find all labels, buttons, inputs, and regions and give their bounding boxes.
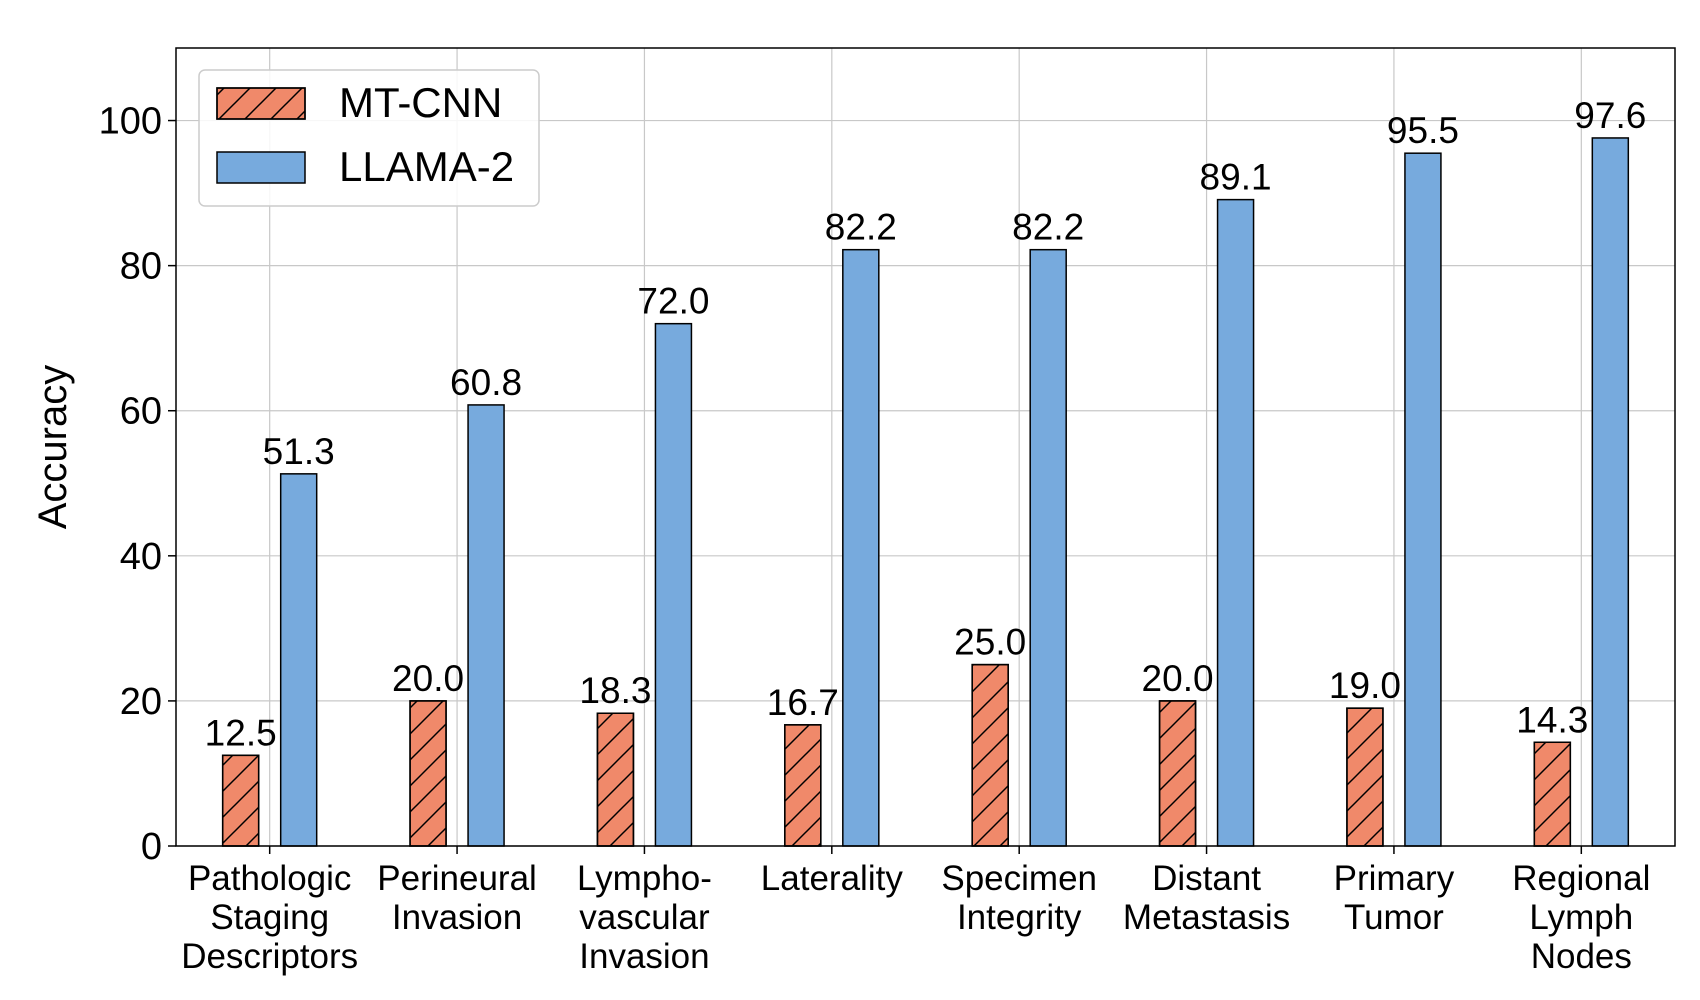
x-tick-label: Primary bbox=[1334, 859, 1455, 898]
x-tick-label: Regional bbox=[1512, 859, 1650, 898]
data-label-llama-2-1: 60.8 bbox=[450, 362, 522, 403]
data-labels: 12.5 51.3 20.0 60.8 18.3 72.0 16.7 82.2 25.0 82.2… bbox=[205, 95, 1647, 753]
x-tick-label: Invasion bbox=[392, 898, 522, 937]
bar-hatch-7 bbox=[1533, 741, 1572, 847]
bar-hatch-3 bbox=[784, 724, 822, 847]
data-label-mt-cnn-7: 14.3 bbox=[1516, 699, 1588, 740]
data-label-llama-2-6: 95.5 bbox=[1387, 110, 1459, 151]
y-tick-label: 100 bbox=[99, 101, 162, 143]
x-tick-label: Invasion bbox=[579, 937, 709, 976]
x-tick-label: Descriptors bbox=[181, 937, 358, 976]
data-label-mt-cnn-1: 20.0 bbox=[392, 658, 464, 699]
data-label-llama-2-3: 82.2 bbox=[825, 207, 897, 248]
bar-hatch-5 bbox=[1158, 700, 1197, 847]
data-label-llama-2-7: 97.6 bbox=[1574, 95, 1646, 136]
plot-area bbox=[175, 47, 1676, 847]
x-tick-label: Pathologic bbox=[188, 859, 351, 898]
data-label-mt-cnn-5: 20.0 bbox=[1142, 658, 1214, 699]
x-tick-label: Laterality bbox=[761, 859, 904, 898]
y-tick-label: 60 bbox=[120, 391, 162, 433]
bar-llama-2-5 bbox=[1216, 198, 1255, 847]
data-label-llama-2-2: 72.0 bbox=[637, 281, 709, 322]
bar-hatch-6 bbox=[1346, 707, 1384, 847]
data-label-mt-cnn-4: 25.0 bbox=[954, 622, 1026, 663]
y-axis-label: Accuracy bbox=[31, 365, 75, 530]
y-tick-label: 20 bbox=[120, 681, 162, 723]
data-label-llama-2-0: 51.3 bbox=[263, 431, 335, 472]
y-axis: 0 20 40 60 80 100 bbox=[99, 101, 176, 868]
x-axis: PathologicStagingDescriptorsPerineuralIn… bbox=[181, 846, 1650, 976]
x-tick-label: Distant bbox=[1152, 859, 1261, 898]
x-tick-label: vascular bbox=[579, 898, 710, 937]
data-label-mt-cnn-2: 18.3 bbox=[579, 670, 651, 711]
y-tick-label: 80 bbox=[120, 246, 162, 288]
bar-llama-2-6 bbox=[1404, 152, 1442, 847]
legend-swatch-hatch bbox=[216, 87, 306, 120]
bar-llama-2-3 bbox=[842, 248, 880, 847]
y-tick-label: 0 bbox=[141, 826, 162, 868]
data-label-mt-cnn-3: 16.7 bbox=[767, 682, 839, 723]
x-tick-label: Staging bbox=[210, 898, 329, 937]
bar-llama-2-2 bbox=[654, 322, 693, 847]
legend-swatch-llama-2 bbox=[216, 151, 306, 184]
bar-hatch-2 bbox=[596, 712, 635, 847]
bar-llama-2-7 bbox=[1591, 137, 1630, 847]
legend-label-mt-cnn: MT-CNN bbox=[339, 79, 502, 126]
x-tick-label: Nodes bbox=[1531, 937, 1632, 976]
bar-hatch-0 bbox=[221, 754, 260, 847]
x-tick-label: Lymph bbox=[1529, 898, 1633, 937]
data-label-llama-2-4: 82.2 bbox=[1012, 207, 1084, 248]
bar-hatch-1 bbox=[409, 700, 447, 847]
bar-llama-2-4 bbox=[1029, 248, 1067, 847]
data-label-llama-2-5: 89.1 bbox=[1200, 157, 1272, 198]
data-label-mt-cnn-6: 19.0 bbox=[1329, 665, 1401, 706]
x-tick-label: Lympho- bbox=[577, 859, 712, 898]
x-tick-label: Specimen bbox=[941, 859, 1097, 898]
y-tick-label: 40 bbox=[120, 536, 162, 578]
bar-hatch-4 bbox=[971, 663, 1009, 847]
legend-label-llama-2: LLAMA-2 bbox=[339, 143, 514, 190]
x-tick-label: Tumor bbox=[1344, 898, 1444, 937]
bar-llama-2-0 bbox=[279, 473, 318, 847]
x-tick-label: Integrity bbox=[957, 898, 1082, 937]
x-tick-label: Metastasis bbox=[1123, 898, 1290, 937]
bars bbox=[221, 137, 1630, 847]
data-label-mt-cnn-0: 12.5 bbox=[205, 712, 277, 753]
bar-llama-2-1 bbox=[467, 404, 505, 847]
legend: MT-CNN LLAMA-2 bbox=[198, 69, 540, 207]
x-tick-label: Perineural bbox=[377, 859, 537, 898]
